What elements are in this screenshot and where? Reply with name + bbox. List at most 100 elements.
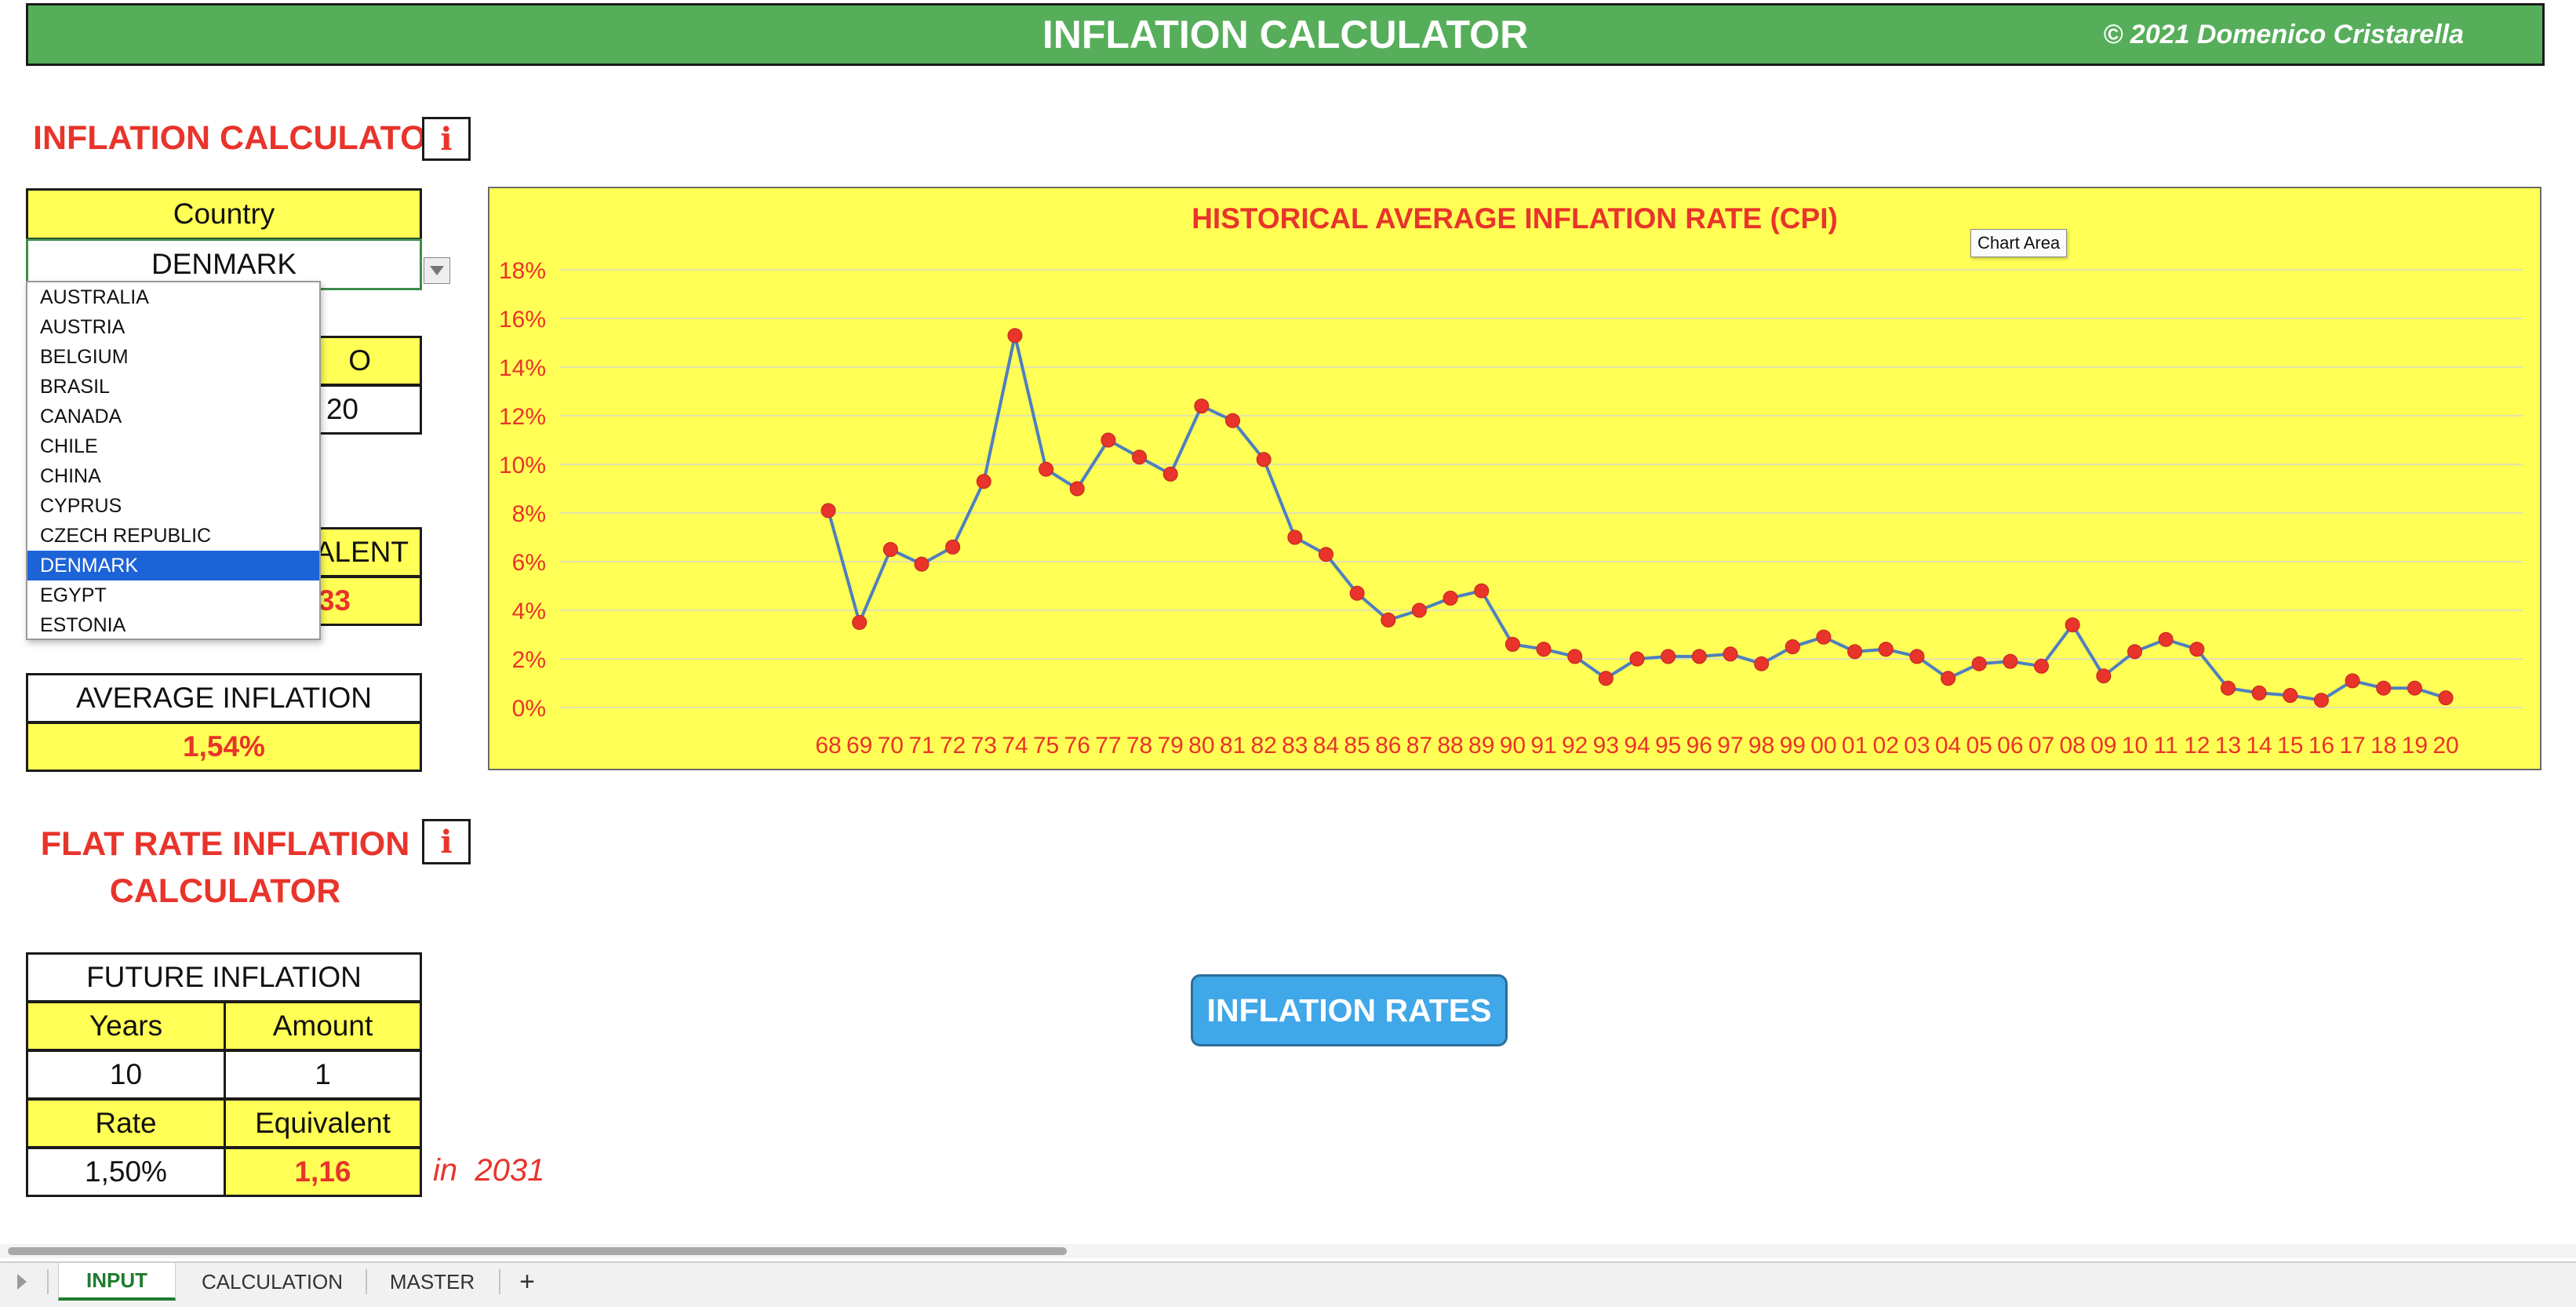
x-tick-label: 85 (1344, 733, 1370, 759)
flat-rate-heading: FLAT RATE INFLATION CALCULATOR (33, 821, 417, 915)
data-point (1629, 651, 1645, 667)
flat-rate-heading-line1: FLAT RATE INFLATION (40, 825, 410, 863)
amount-input[interactable]: 1 (224, 1050, 422, 1100)
sheet-tab-bar (0, 1261, 2576, 1307)
years-input[interactable]: 10 (26, 1050, 226, 1100)
data-point (2096, 668, 2112, 684)
tab-input[interactable]: INPUT (58, 1263, 176, 1301)
dropdown-option[interactable]: EGYPT (40, 584, 107, 606)
title-banner: INFLATION CALCULATOR © 2021 Domenico Cri… (26, 3, 2545, 66)
data-point (1504, 636, 1520, 652)
data-point (1536, 642, 1552, 657)
tab-scroll-left-icon[interactable] (14, 1272, 30, 1295)
data-point (2251, 685, 2267, 700)
dropdown-option[interactable]: CHINA (40, 465, 101, 487)
x-tick-label: 92 (1562, 733, 1588, 759)
data-point (2313, 693, 2329, 708)
x-tick-label: 05 (1967, 733, 1992, 759)
dropdown-option[interactable]: CHILE (40, 435, 98, 457)
dropdown-option[interactable]: CANADA (40, 406, 122, 428)
rate-input[interactable]: 1,50% (26, 1147, 226, 1197)
flat-rate-info-icon[interactable]: i (422, 819, 471, 864)
x-tick-label: 13 (2215, 733, 2241, 759)
data-point (1567, 649, 1583, 664)
chart-area-tooltip: Chart Area (1970, 229, 2068, 257)
inflation-chart-area[interactable]: HISTORICAL AVERAGE INFLATION RATE (CPI) … (488, 187, 2541, 770)
future-inflation-label: FUTURE INFLATION (26, 952, 422, 1003)
horizontal-scrollbar-thumb[interactable] (8, 1247, 1067, 1255)
dropdown-option[interactable]: CYPRUS (40, 495, 122, 517)
x-tick-label: 72 (940, 733, 966, 759)
data-point (1443, 591, 1458, 606)
dropdown-option[interactable]: BELGIUM (40, 346, 129, 368)
x-tick-label: 15 (2277, 733, 2303, 759)
data-point (945, 539, 961, 555)
y-tick-label: 0% (512, 696, 546, 722)
inflation-rates-button[interactable]: INFLATION RATES (1191, 974, 1508, 1046)
data-point (1225, 413, 1240, 428)
data-point (1287, 529, 1303, 545)
x-tick-label: 95 (1655, 733, 1681, 759)
tab-separator (499, 1269, 500, 1294)
country-dropdown-list[interactable]: AUSTRALIA AUSTRIA BELGIUM BRASIL CANADA CHILE… (26, 281, 321, 640)
dropdown-option[interactable]: DENMARK (27, 551, 319, 580)
dropdown-option[interactable]: ESTONIA (40, 614, 126, 636)
calculator-heading: INFLATION CALCULATOR (33, 119, 451, 157)
data-point (2189, 642, 2205, 657)
average-inflation-value: 1,54% (26, 722, 422, 772)
x-tick-label: 84 (1313, 733, 1339, 759)
dropdown-arrow-button[interactable] (424, 257, 450, 284)
banner-copyright: © 2021 Domenico Cristarella (2103, 19, 2464, 49)
x-tick-label: 16 (2309, 733, 2334, 759)
x-tick-label: 68 (815, 733, 841, 759)
dropdown-option[interactable]: BRASIL (40, 376, 110, 398)
data-point (2283, 688, 2298, 703)
chevron-down-icon (430, 266, 444, 275)
amount-label: Amount (224, 1001, 422, 1051)
y-tick-label: 8% (512, 501, 546, 527)
data-point (1411, 602, 1427, 618)
year-from-value-text: 20 (326, 393, 358, 425)
equivalent-value-text: 33 (318, 584, 351, 617)
dropdown-option[interactable]: AUSTRALIA (40, 286, 149, 308)
x-tick-label: 06 (1997, 733, 2023, 759)
dropdown-option[interactable]: AUSTRIA (40, 316, 126, 338)
data-point (1878, 642, 1894, 657)
data-point (820, 503, 836, 519)
x-tick-label: 99 (1780, 733, 1806, 759)
data-point (1816, 629, 1832, 645)
x-tick-label: 04 (1935, 733, 1961, 759)
x-tick-label: 01 (1842, 733, 1868, 759)
calculator-info-icon[interactable]: i (422, 117, 471, 161)
data-point (1691, 649, 1707, 664)
x-tick-label: 88 (1437, 733, 1463, 759)
tab-calculation[interactable]: CALCULATION (201, 1269, 344, 1294)
x-tick-label: 76 (1064, 733, 1090, 759)
x-tick-label: 87 (1406, 733, 1432, 759)
data-point (2003, 653, 2018, 669)
x-tick-label: 73 (971, 733, 997, 759)
tab-separator (366, 1269, 367, 1294)
flat-equivalent-value: 1,16 (224, 1147, 422, 1197)
data-point (1661, 649, 1676, 664)
data-point (1474, 583, 1490, 599)
x-tick-label: 86 (1375, 733, 1401, 759)
x-tick-label: 75 (1033, 733, 1059, 759)
banner-title: INFLATION CALCULATOR (1042, 13, 1529, 56)
data-point (1785, 639, 1800, 654)
data-point (1349, 585, 1365, 601)
data-point (2127, 644, 2142, 660)
data-point (914, 556, 930, 572)
dropdown-option[interactable]: CZECH REPUBLIC (40, 525, 212, 547)
data-point (2407, 680, 2422, 696)
x-tick-label: 89 (1468, 733, 1494, 759)
equivalent-label-text: ALENT (315, 536, 409, 568)
x-tick-label: 18 (2370, 733, 2396, 759)
data-point (1194, 398, 1210, 414)
tab-master[interactable]: MASTER (389, 1269, 475, 1294)
data-point (1847, 644, 1863, 660)
add-sheet-button[interactable]: + (519, 1266, 535, 1297)
data-point (1381, 612, 1396, 628)
y-tick-label: 18% (499, 258, 546, 284)
rate-label: Rate (26, 1098, 226, 1148)
